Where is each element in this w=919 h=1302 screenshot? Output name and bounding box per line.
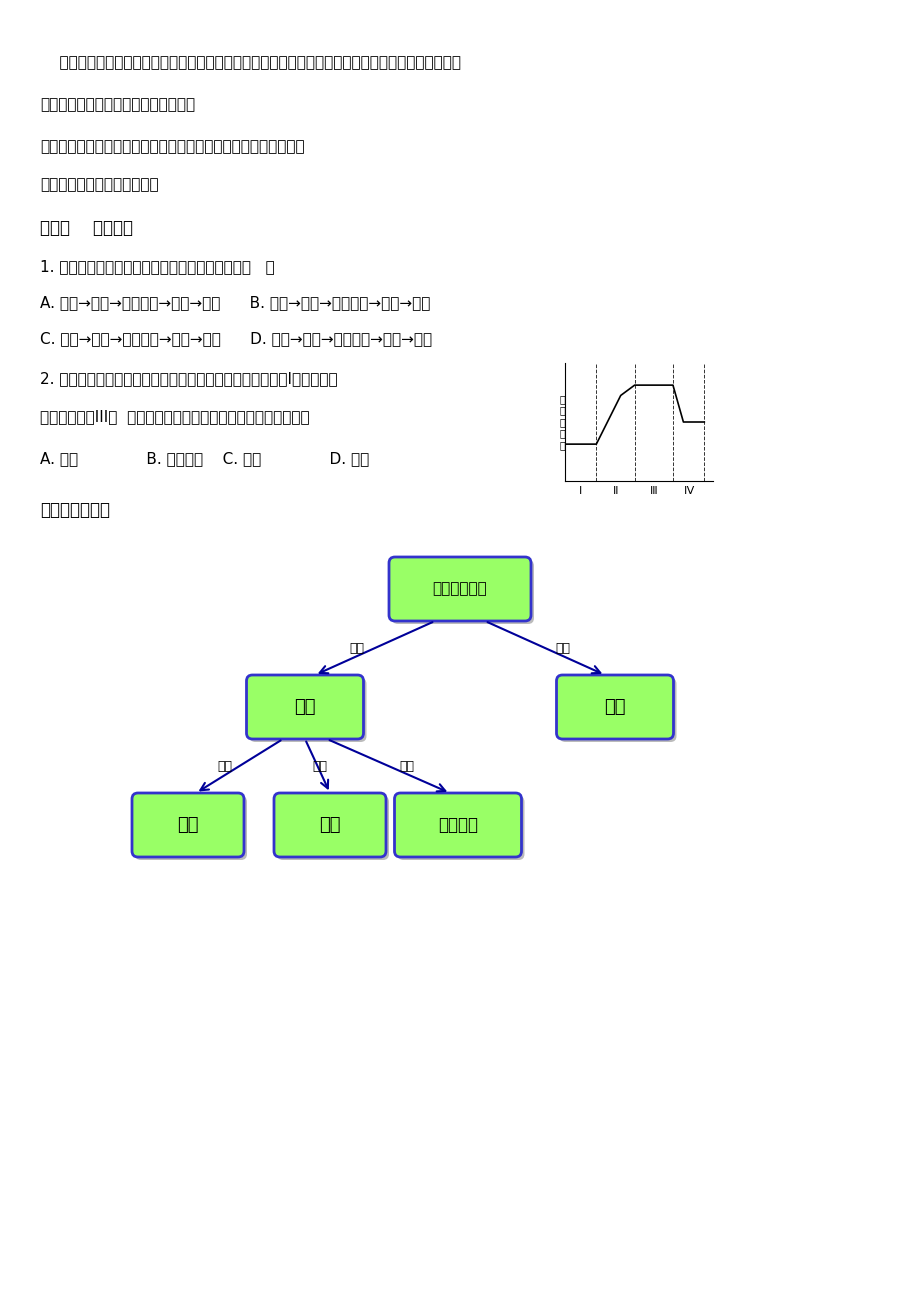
Text: 然后让学生做假设设计实验。: 然后让学生做假设设计实验。 xyxy=(40,177,158,191)
Text: 动脉: 动脉 xyxy=(177,816,199,835)
Text: 包括: 包括 xyxy=(217,759,232,772)
Text: 老师引导学生提出问题，如：不同的运动量对脉搁的影响相同吗？: 老师引导学生提出问题，如：不同的运动量对脉搁的影响相同吗？ xyxy=(40,139,304,154)
Text: 毛细血管: 毛细血管 xyxy=(437,816,478,835)
Y-axis label: 某
物
质
含
量: 某 物 质 含 量 xyxy=(559,393,564,450)
FancyBboxPatch shape xyxy=(135,796,246,861)
Text: 的毛细血管，III代  表组织细胞间的毛细血管，则该物质最可能是: 的毛细血管，III代 表组织细胞间的毛细血管，则该物质最可能是 xyxy=(40,409,310,424)
Text: 包括: 包括 xyxy=(312,759,326,772)
FancyBboxPatch shape xyxy=(556,674,673,740)
FancyBboxPatch shape xyxy=(277,796,389,861)
Text: 「本节概念图」: 「本节概念图」 xyxy=(40,501,110,519)
Text: 血管: 血管 xyxy=(294,698,315,716)
FancyBboxPatch shape xyxy=(389,557,530,621)
FancyBboxPatch shape xyxy=(559,678,675,742)
Text: 血液循环系统: 血液循环系统 xyxy=(432,582,487,596)
Text: C. 心房→动脉→毛细血管→静脉→心室      D. 心房→静脉→毛细血管→动脉→心室: C. 心房→动脉→毛细血管→静脉→心室 D. 心房→静脉→毛细血管→动脉→心室 xyxy=(40,331,432,346)
FancyBboxPatch shape xyxy=(249,678,366,742)
FancyBboxPatch shape xyxy=(391,560,533,624)
Text: 包括: 包括 xyxy=(555,642,570,655)
Text: 心脏: 心脏 xyxy=(604,698,625,716)
FancyBboxPatch shape xyxy=(246,674,363,740)
FancyBboxPatch shape xyxy=(394,793,521,857)
Text: 1. 在体循环和肺循环中，血液流动的正确方向是（   ）: 1. 在体循环和肺循环中，血液流动的正确方向是（ ） xyxy=(40,259,275,273)
FancyBboxPatch shape xyxy=(274,793,386,857)
Text: A. 氧气              B. 二氧化碳    C. 养料              D. 废物: A. 氧气 B. 二氧化碳 C. 养料 D. 废物 xyxy=(40,450,369,466)
Text: A. 心室→动脉→毛细血管→静脉→心房      B. 心室→静脉→毛细血管→动脉→心房: A. 心室→动脉→毛细血管→静脉→心房 B. 心室→静脉→毛细血管→动脉→心房 xyxy=(40,296,430,310)
Text: 静脉: 静脉 xyxy=(319,816,340,835)
FancyBboxPatch shape xyxy=(397,796,524,861)
Text: 2. 右图为人体血液循环过程中某物质含量的变化情况，如果I代表肺泡间: 2. 右图为人体血液循环过程中某物质含量的变化情况，如果I代表肺泡间 xyxy=(40,371,337,385)
FancyBboxPatch shape xyxy=(131,793,244,857)
Text: 包括: 包括 xyxy=(399,759,414,772)
Text: 包括: 包括 xyxy=(349,642,364,655)
Text: （三）    课堂练习: （三） 课堂练习 xyxy=(40,219,133,237)
Text: 沿动脉壁向远处传播，这就形成脉搁。: 沿动脉壁向远处传播，这就形成脉搁。 xyxy=(40,98,195,112)
Text: 心脏收缩，左心室射入主动脉，主动脉壁先向外扩张，然后回缩，这种一张一缩的捯动，像波浪一样: 心脏收缩，左心室射入主动脉，主动脉壁先向外扩张，然后回缩，这种一张一缩的捯动，像… xyxy=(40,55,460,70)
